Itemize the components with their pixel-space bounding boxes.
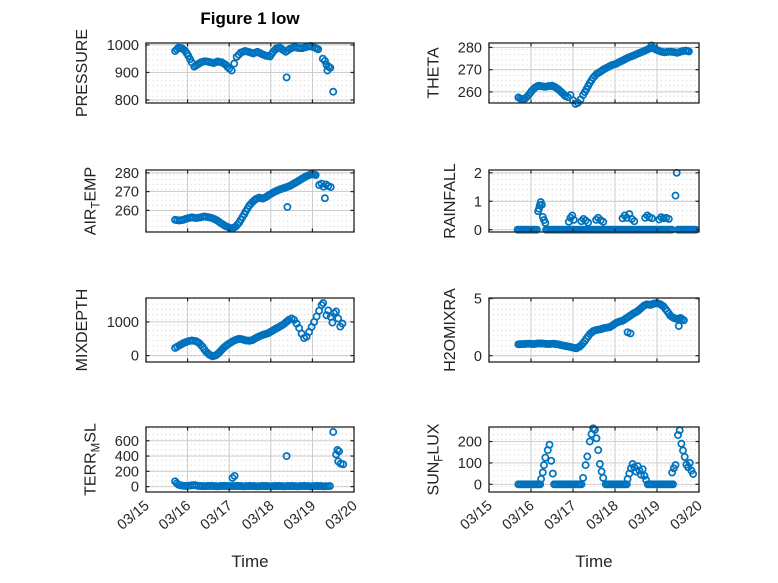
x-tick-label: 03/20: [667, 498, 705, 534]
y-tick-label: 800: [115, 93, 139, 109]
y-axis-label-pressure: PRESSURE: [74, 29, 91, 117]
data-series-theta: [514, 41, 693, 108]
y-tick-label: 2: [474, 166, 482, 182]
y-tick-label: 270: [458, 63, 482, 79]
subplot-air-temp: 260 270 280 AIRTEMP: [82, 166, 355, 235]
y-tick-label: 270: [115, 185, 139, 201]
y-axis-label-theta: THETA: [425, 47, 442, 99]
subplot-pressure: 800 900 1000 PRESSURE: [74, 29, 355, 117]
y-axis-label-mixdepth: MIXDEPTH: [74, 289, 91, 372]
y-tick-label: 900: [115, 66, 139, 82]
y-tick-label: 200: [458, 435, 482, 451]
y-tick-label: 400: [115, 449, 139, 465]
x-tick-label: 03/17: [541, 498, 579, 534]
y-tick-label: 0: [474, 223, 482, 239]
y-tick-label: 0: [131, 349, 139, 365]
x-axis-label-right: Time: [575, 552, 613, 571]
x-tick-label: 03/16: [499, 498, 537, 534]
x-tick-label: 03/16: [156, 498, 194, 534]
y-tick-label: 100: [458, 456, 482, 472]
y-axis-label-h2omixra: H2OMIXRA: [442, 288, 459, 372]
y-tick-label: 1: [474, 194, 482, 210]
data-series-rainfall: [513, 168, 700, 234]
data-series-terr-msl: [171, 428, 348, 491]
subscript: F: [433, 455, 445, 462]
y-axis-label-rainfall: RAINFALL: [442, 163, 459, 239]
x-tick-label: 03/20: [322, 498, 360, 534]
y-tick-label: 5: [474, 292, 482, 308]
x-tick-label: 03/19: [625, 498, 663, 534]
figure-title: Figure 1 low: [200, 9, 300, 28]
data-series-mixdepth: [171, 299, 347, 361]
y-tick-label: 600: [115, 434, 139, 450]
subplot-h2omixra: 0 5 H2OMIXRA: [442, 288, 700, 372]
x-tick-label: 03/15: [114, 498, 152, 534]
y-tick-label: 280: [458, 41, 482, 57]
y-tick-label: 1000: [107, 315, 139, 331]
subplot-mixdepth: 0 1000 MIXDEPTH: [74, 289, 355, 372]
y-tick-label: 0: [474, 349, 482, 365]
y-tick-label: 1000: [107, 38, 139, 54]
y-tick-label: 260: [115, 203, 139, 219]
y-axis-label-terr-msl: TERRMSL: [82, 423, 102, 496]
data-series-pressure: [171, 42, 338, 96]
y-axis-label-air-temp: AIRTEMP: [82, 167, 102, 235]
x-tick-label: 03/18: [583, 498, 621, 534]
y-tick-label: 0: [131, 480, 139, 496]
y-tick-label: 0: [474, 477, 482, 493]
x-tick-label: 03/18: [239, 498, 277, 534]
data-series-sun-flux: [514, 424, 698, 489]
subplot-theta: 260 270 280 THETA: [425, 41, 700, 108]
x-axis-label-left: Time: [231, 552, 269, 571]
data-series-h2omixra: [514, 299, 688, 353]
y-axis-label-sun-flux: SUNFLUX: [425, 423, 445, 495]
subscript: T: [90, 201, 102, 208]
y-tick-label: 200: [115, 464, 139, 480]
subplot-sun-flux: 0 100 200 SUNFLUX 03/15 03/16 03/17 03/18 03/19 0…: [425, 423, 705, 533]
y-tick-label: 260: [458, 85, 482, 101]
x-tick-label: 03/19: [281, 498, 319, 534]
data-series-air-temp: [171, 170, 335, 233]
subplot-rainfall: 0 1 2 RAINFALL: [442, 163, 700, 239]
x-tick-label: 03/17: [198, 498, 236, 534]
subscript: M: [90, 443, 102, 453]
x-tick-label: 03/15: [457, 498, 495, 534]
y-tick-label: 280: [115, 166, 139, 182]
